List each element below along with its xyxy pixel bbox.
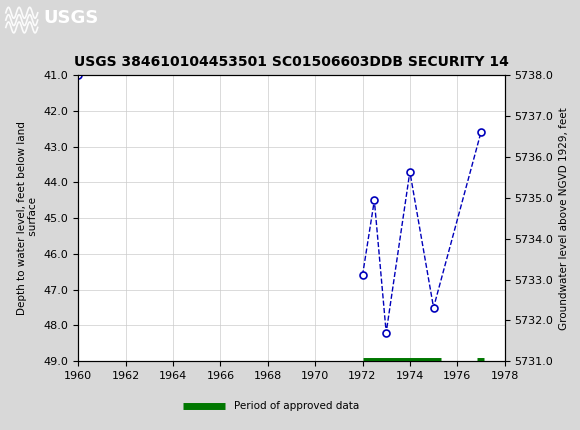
Y-axis label: Groundwater level above NGVD 1929, feet: Groundwater level above NGVD 1929, feet	[559, 107, 569, 330]
Y-axis label: Depth to water level, feet below land
 surface: Depth to water level, feet below land su…	[17, 121, 38, 315]
Text: Period of approved data: Period of approved data	[234, 401, 360, 412]
Title: USGS 384610104453501 SC01506603DDB SECURITY 14: USGS 384610104453501 SC01506603DDB SECUR…	[74, 55, 509, 68]
Text: USGS: USGS	[44, 9, 99, 27]
